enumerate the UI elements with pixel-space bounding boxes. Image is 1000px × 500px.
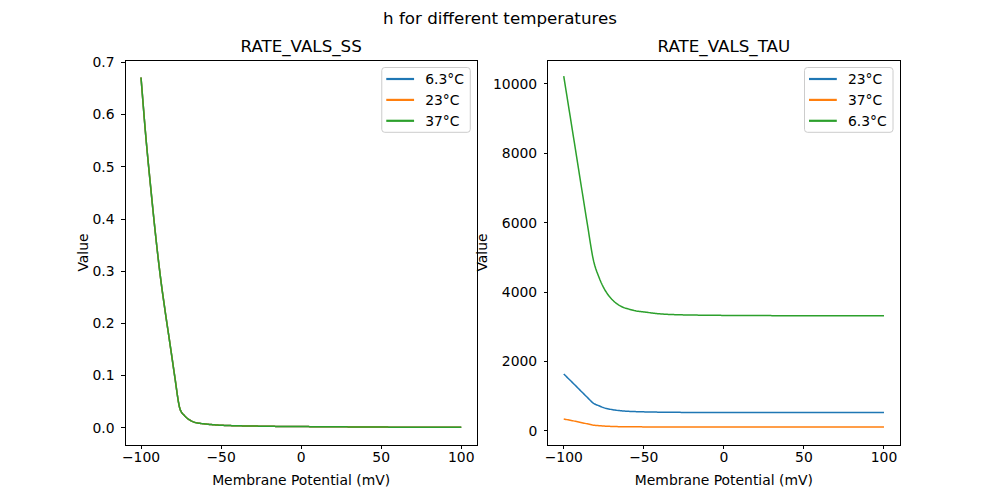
y-tick-label: 0 xyxy=(528,423,537,439)
subplot-tau: −100 −50 0 50 100 0 2000 4000 6000 8000 10000 RATE_… xyxy=(474,36,900,488)
y-axis-label: Value xyxy=(75,233,91,271)
figure: h for different temperatures −100−500501… xyxy=(0,0,1000,500)
y-tick-label: 0.7 xyxy=(92,54,114,70)
x-tick-label: −50 xyxy=(206,449,235,465)
series-line-23C xyxy=(564,374,884,413)
legend-label: 6.3°C xyxy=(848,113,887,129)
subplot-title: RATE_VALS_TAU xyxy=(658,36,791,57)
x-tick-label: −100 xyxy=(545,449,583,465)
x-axis-label: Membrane Potential (mV) xyxy=(635,472,813,488)
legend: 6.3°C 23°C 37°C xyxy=(382,68,471,133)
x-tick-label: 100 xyxy=(448,449,475,465)
y-tick-label: 10000 xyxy=(493,76,537,92)
x-tick-label: 100 xyxy=(871,449,898,465)
plots-canvas: −100 −50 0 50 100 0.0 0.1 0.2 0.3 0.4 0.5 0.6 0.7 RAT… xyxy=(0,0,1000,500)
x-tick-label: −100 xyxy=(122,449,160,465)
series-line-37C xyxy=(564,419,884,427)
legend: 23°C 37°C 6.3°C xyxy=(805,68,894,133)
y-tick-label: 0.3 xyxy=(92,263,114,279)
legend-label: 37°C xyxy=(425,113,459,129)
subplot-title: RATE_VALS_SS xyxy=(240,36,361,57)
y-tick-label: 8000 xyxy=(502,145,537,161)
y-tick-label: 4000 xyxy=(502,284,537,300)
y-tick-label: 0.2 xyxy=(92,315,114,331)
x-tick-label: 0 xyxy=(297,449,306,465)
y-tick-label: 2000 xyxy=(502,353,537,369)
x-tick-label: 50 xyxy=(795,449,813,465)
legend-label: 23°C xyxy=(425,92,459,108)
y-tick-label: 0.0 xyxy=(92,420,114,436)
legend-label: 6.3°C xyxy=(425,71,464,87)
x-tick-label: 50 xyxy=(372,449,390,465)
x-axis-label: Membrane Potential (mV) xyxy=(212,472,390,488)
y-tick-label: 0.6 xyxy=(92,106,114,122)
legend-label: 23°C xyxy=(848,71,882,87)
y-tick-label: 0.5 xyxy=(92,159,114,175)
x-tick-label: 0 xyxy=(719,449,728,465)
y-tick-label: 0.1 xyxy=(92,367,114,383)
subplot-ss: −100 −50 0 50 100 0.0 0.1 0.2 0.3 0.4 0.5 0.6 0.7 RAT… xyxy=(75,36,477,488)
y-tick-label: 6000 xyxy=(502,215,537,231)
y-tick-label: 0.4 xyxy=(92,211,114,227)
x-tick-label: −50 xyxy=(629,449,658,465)
y-axis-label: Value xyxy=(474,233,490,271)
legend-label: 37°C xyxy=(848,92,882,108)
